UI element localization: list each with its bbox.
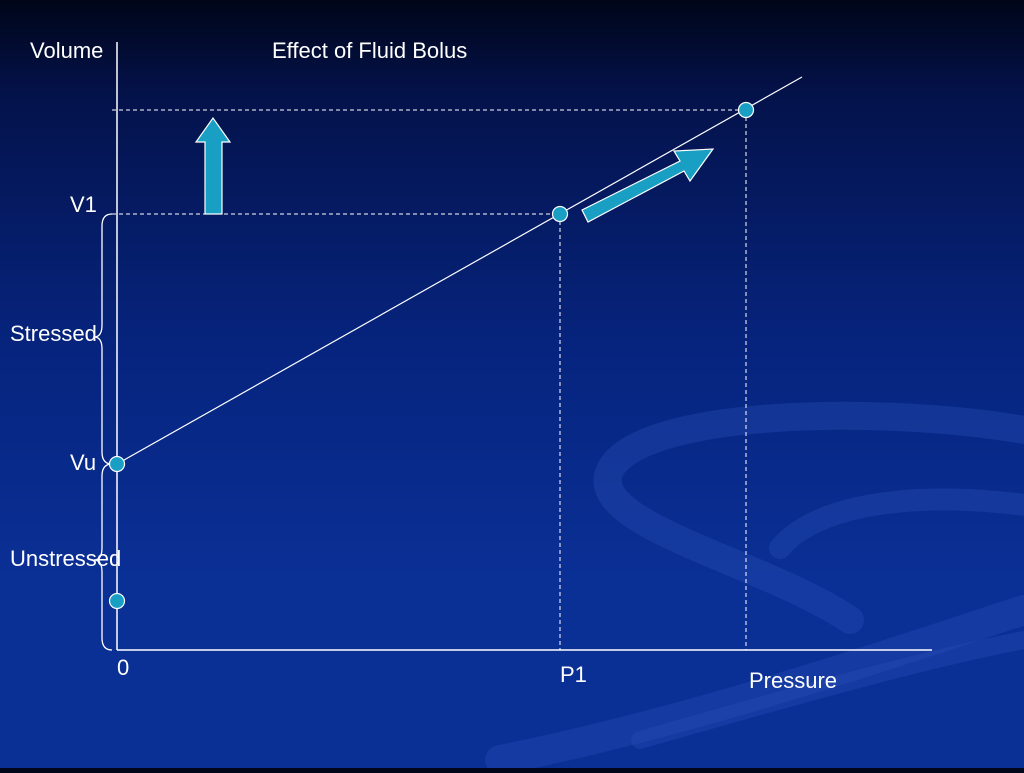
y-axis-label: Volume	[30, 38, 103, 63]
x-axis-label: Pressure	[749, 668, 837, 693]
v1-point	[551, 205, 569, 223]
background-swirl	[485, 401, 1024, 773]
baseline-point	[108, 592, 126, 610]
stressed-brace	[93, 213, 113, 465]
p1-label: P1	[560, 662, 587, 687]
unstressed-label: Unstressed	[10, 546, 121, 571]
v2-point	[737, 101, 755, 119]
stressed-label: Stressed	[10, 321, 97, 346]
vu-point	[108, 455, 126, 473]
unstressed-brace	[93, 463, 113, 651]
origin-label: 0	[117, 655, 129, 680]
pressure-increase-arrow	[581, 148, 715, 223]
v1-label: V1	[70, 192, 97, 217]
chart-title: Effect of Fluid Bolus	[272, 38, 467, 63]
volume-increase-arrow	[194, 116, 232, 215]
vu-label: Vu	[70, 450, 96, 475]
compliance-line	[116, 76, 803, 465]
